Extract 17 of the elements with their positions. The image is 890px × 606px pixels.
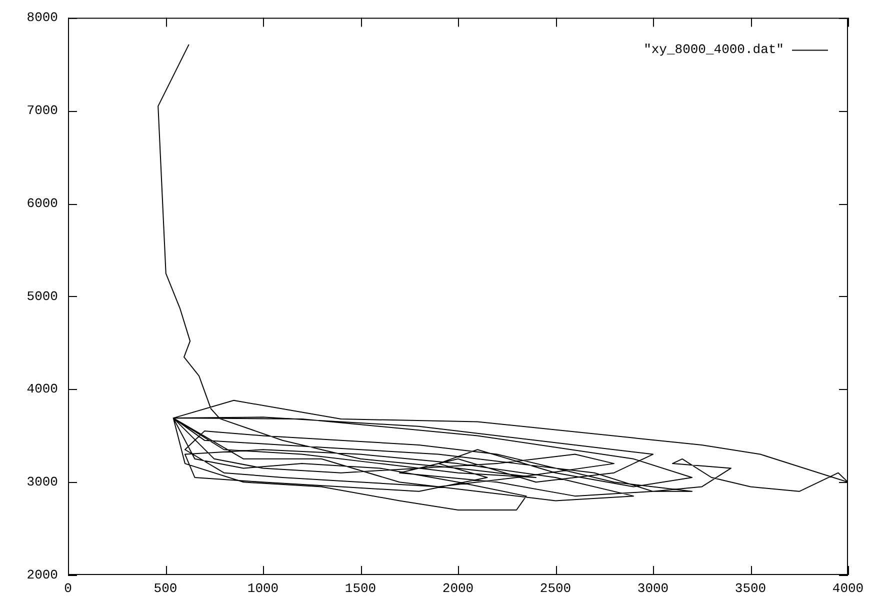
y-tick-label: 6000 — [26, 196, 58, 211]
x-tick-label: 500 — [154, 581, 178, 596]
y-tick-label: 4000 — [26, 382, 58, 397]
y-tick-label: 5000 — [26, 288, 58, 304]
x-tick-label: 3500 — [734, 581, 766, 596]
x-tick-label: 2500 — [540, 581, 572, 596]
legend-label: "xy_8000_4000.dat" — [644, 42, 784, 58]
x-tick-label: 1000 — [247, 581, 279, 596]
y-tick-label: 7000 — [26, 103, 58, 118]
x-tick-label: 0 — [64, 581, 72, 596]
y-tick-label: 2000 — [26, 567, 58, 582]
x-tick-label: 4000 — [832, 581, 864, 596]
y-tick-label: 3000 — [26, 474, 58, 490]
x-tick-label: 3000 — [637, 581, 669, 596]
x-tick-label: 2000 — [442, 581, 474, 596]
y-tick-label: 8000 — [26, 10, 58, 26]
x-tick-label: 1500 — [344, 581, 376, 596]
